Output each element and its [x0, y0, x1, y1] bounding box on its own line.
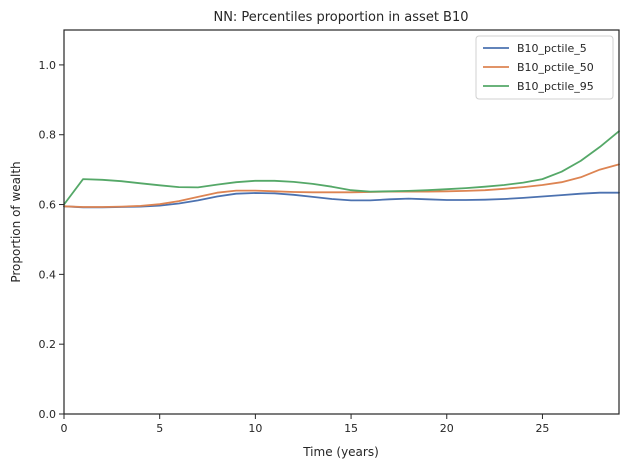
x-tick-label: 0	[61, 422, 68, 435]
y-tick-label: 1.0	[39, 59, 57, 72]
legend: B10_pctile_5 B10_pctile_50 B10_pctile_95	[475, 35, 614, 100]
series-line-B10_pctile_95	[63, 130, 620, 206]
x-axis-ticks: 0 5 10 15 20 25	[61, 414, 549, 435]
y-tick-label: 0.4	[39, 268, 57, 281]
x-tick-label: 10	[248, 422, 262, 435]
y-tick-label: 0.6	[39, 199, 57, 212]
legend-box	[475, 35, 614, 100]
x-tick-label: 5	[156, 422, 163, 435]
chart-title: NN: Percentiles proportion in asset B10	[213, 10, 468, 25]
plot-frame	[63, 29, 620, 415]
x-tick-label: 20	[440, 422, 454, 435]
series-line-B10_pctile_50	[63, 163, 620, 208]
y-axis-ticks: 0.0 0.2 0.4 0.6 0.8 1.0	[39, 59, 64, 421]
x-axis-label: Time (years)	[302, 445, 379, 459]
y-tick-label: 0.2	[39, 338, 57, 351]
legend-label: B10_pctile_95	[517, 80, 594, 93]
x-tick-label: 25	[535, 422, 549, 435]
x-tick-label: 15	[344, 422, 358, 435]
legend-label: B10_pctile_50	[517, 61, 594, 74]
series-layer	[63, 130, 620, 209]
legend-label: B10_pctile_5	[517, 42, 587, 55]
y-tick-label: 0.8	[39, 129, 57, 142]
y-axis-label: Proportion of wealth	[9, 161, 23, 282]
series-line-B10_pctile_5	[63, 191, 620, 209]
y-tick-label: 0.0	[39, 408, 57, 421]
